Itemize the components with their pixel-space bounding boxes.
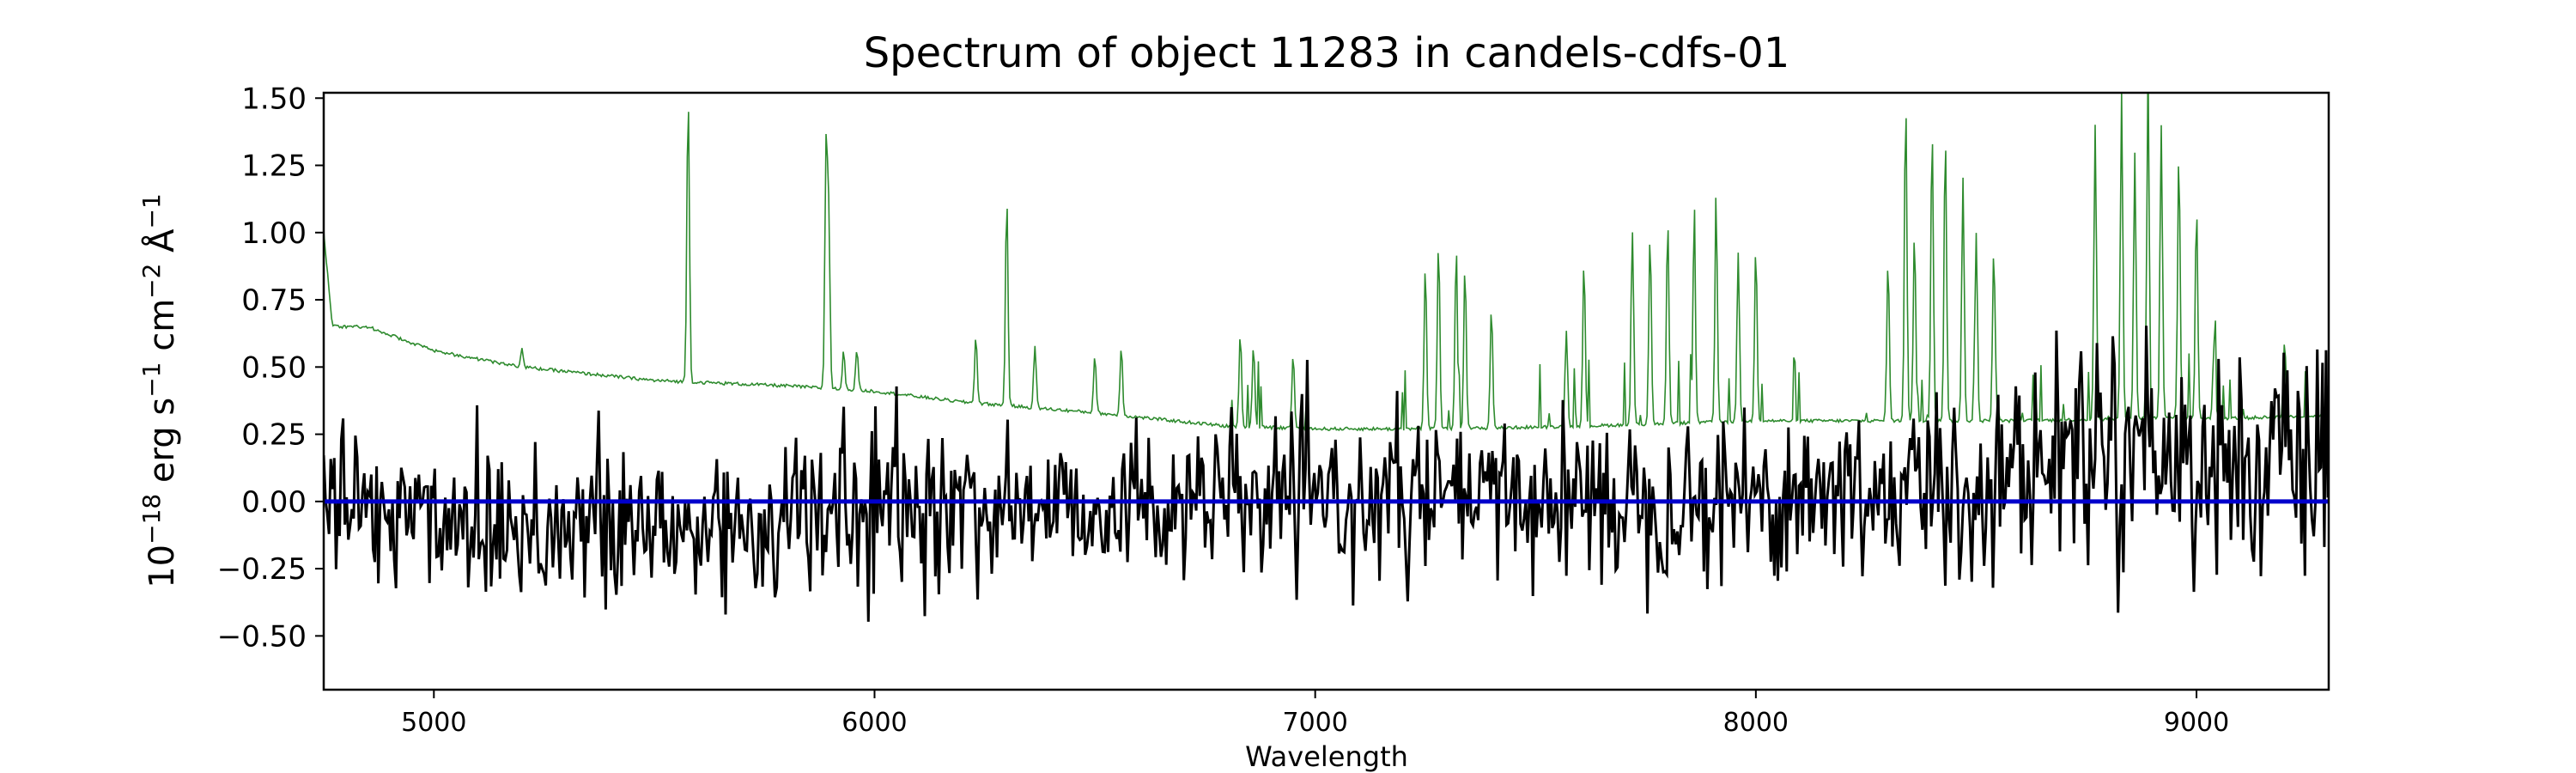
x-axis: 5000 6000 7000 8000 9000 [401, 690, 2229, 738]
spectrum-line [324, 326, 2329, 622]
chart-title: Spectrum of object 11283 in candels-cdfs… [864, 29, 1790, 77]
x-tick-label: 8000 [1723, 708, 1789, 738]
y-axis-label-base: 10 [143, 545, 182, 588]
y-axis: −0.50 −0.25 0.00 0.25 0.50 0.75 1.00 1.25 1.50 [217, 82, 324, 654]
sky-model-line [324, 93, 2329, 432]
y-tick-label: 0.50 [241, 350, 307, 385]
y-tick-label: 1.25 [241, 149, 307, 184]
x-axis-label: Wavelength [1245, 740, 1408, 773]
y-tick-label: 0.75 [241, 283, 307, 318]
y-axis-label-cm-exp: −2 [137, 264, 166, 299]
y-tick-label: 0.00 [241, 485, 307, 520]
y-tick-label: 0.25 [241, 418, 307, 453]
y-axis-label-angstrom-exp: −1 [137, 193, 166, 228]
x-tick-label: 7000 [1282, 708, 1347, 738]
x-tick-label: 9000 [2164, 708, 2229, 738]
y-axis-label-cm: cm [143, 299, 182, 362]
y-tick-label: −0.25 [217, 552, 307, 587]
y-axis-label-exp: −18 [137, 494, 166, 545]
y-axis-label: 10−18 erg s−1 cm−2 Å−1 [137, 193, 183, 588]
y-tick-label: −0.50 [217, 619, 307, 654]
plot-frame [322, 91, 2330, 691]
x-tick-label: 6000 [841, 708, 907, 738]
y-axis-label-erg: erg s [143, 398, 182, 494]
y-axis-label-s-exp: −1 [137, 362, 166, 398]
y-tick-label: 1.00 [241, 216, 307, 251]
y-axis-label-angstrom: Å [141, 228, 182, 264]
series-layer [324, 93, 2329, 622]
x-tick-label: 5000 [401, 708, 466, 738]
y-tick-label: 1.50 [241, 82, 307, 116]
